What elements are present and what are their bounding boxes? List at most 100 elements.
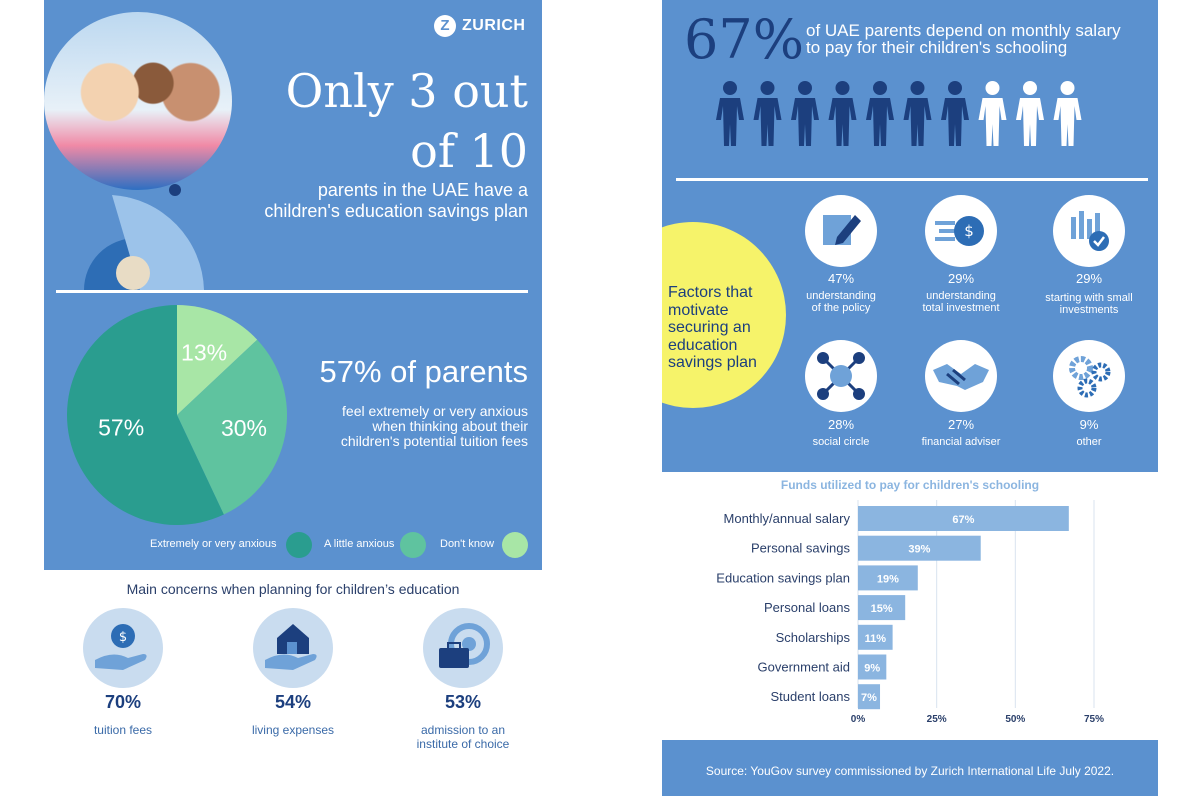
concern-icon-tuition-bg: $ [83, 608, 163, 688]
factor-icon-adviser-bg [925, 340, 997, 412]
bar-value-label-2: 19% [877, 573, 899, 585]
bar-4 [858, 624, 893, 650]
pencil-note-icon [823, 215, 861, 245]
bar-value-label-0: 67% [952, 514, 974, 526]
hand-house-icon [265, 624, 317, 670]
factor-line1-policy: understanding [806, 290, 876, 302]
bar-value-label-5: 9% [864, 663, 880, 675]
legend-swatch-dontknow [502, 532, 528, 558]
stat-line1: of UAE parents depend on monthly salary [806, 21, 1121, 40]
factor-icon-investment-bg: $ [925, 195, 997, 267]
handshake-icon [933, 364, 989, 390]
bar-category-label-0: Monthly/annual salary [724, 511, 851, 526]
children-photo [44, 12, 232, 190]
funds-chart-title: Funds utilized to pay for children's sch… [780, 478, 1040, 492]
bar-3 [858, 595, 906, 621]
factors-title-line2: motivate [668, 301, 729, 319]
factor-line2-policy: of the policy [811, 302, 871, 314]
factor-pct-adviser: 27% [947, 417, 975, 432]
bar-check-icon [1071, 211, 1109, 251]
network-icon [817, 352, 865, 400]
subhead-line1: parents in the UAE have a [317, 180, 528, 200]
x-tick-label-3: 75% [1084, 714, 1104, 725]
bar-2 [858, 565, 918, 591]
factor-pct-small: 29% [1075, 271, 1103, 286]
zurich-z-icon: Z [434, 15, 456, 37]
gears-icon [1069, 356, 1111, 398]
concern-pct-tuition: 70% [104, 692, 142, 712]
bar-category-label-4: Scholarships [776, 630, 851, 645]
factor-line1-small: starting with small [1045, 292, 1133, 304]
pie-label-0: 57% [98, 414, 144, 440]
pie-legend: Extremely or very anxious A little anxio… [140, 530, 532, 560]
big-percentage: 67% [684, 8, 805, 71]
headline-line2: of 10 [410, 124, 528, 178]
concern-label-living: living expenses [251, 723, 335, 737]
pie-slice-1 [177, 339, 287, 515]
hand-dollar-icon: $ [95, 624, 147, 670]
factor-line2-investment: total investment [922, 302, 1000, 314]
source-text: Source: YouGov survey commissioned by Zu… [705, 764, 1115, 778]
source-footer [662, 740, 1158, 796]
anxiety-desc-line1: feel extremely or very anxious [342, 403, 528, 419]
bar-1 [858, 535, 981, 561]
decorative-shapes [84, 184, 204, 290]
legend-swatch-anxious [286, 532, 312, 558]
concern-label-admission-line1: admission to an [420, 723, 506, 737]
concern-icon-living-bg [253, 608, 333, 688]
anxiety-desc-line2: when thinking about their [372, 418, 528, 434]
person-figure-1 [753, 81, 782, 146]
person-figure-2 [791, 81, 819, 146]
bar-category-label-5: Government aid [758, 660, 851, 675]
concern-label-admission-line2: institute of choice [416, 737, 510, 751]
legend-label-little: A little anxious [324, 538, 395, 550]
factor-line1-social: social circle [812, 436, 870, 448]
concerns-title: Main concerns when planning for children… [126, 581, 460, 597]
svg-text:$: $ [119, 630, 127, 645]
bar-value-label-3: 15% [871, 603, 893, 615]
person-figure-7 [978, 81, 1007, 146]
factor-icon-policy-bg [805, 195, 877, 267]
factor-icon-other-bg [1053, 340, 1125, 412]
bar-value-label-4: 11% [865, 633, 887, 645]
bar-category-label-2: Education savings plan [716, 570, 850, 585]
pie-label-1: 30% [221, 415, 267, 441]
factor-pct-investment: 29% [947, 271, 975, 286]
x-tick-label-2: 50% [1005, 714, 1025, 725]
pie-slice-2 [177, 305, 258, 415]
headline-line1: Only 3 out [285, 64, 528, 118]
factors-title-line4: education [668, 336, 738, 354]
x-tick-label-1: 25% [927, 714, 947, 725]
bar-category-label-6: Student loans [770, 689, 850, 704]
pie-slice-0 [67, 305, 224, 525]
factors-title-line3: securing an [668, 319, 751, 336]
factor-line1-other: other [1076, 436, 1102, 448]
decor-navy-dot [169, 184, 181, 196]
factor-pct-other: 9% [1079, 417, 1099, 432]
pie-label-2: 13% [181, 339, 227, 365]
bar-value-label-1: 39% [908, 544, 930, 556]
funds-bar-chart: 0% 25% 50% 75% Monthly/annual salary 67% Perso… [716, 500, 1104, 725]
person-figure-6 [941, 81, 969, 146]
person-figure-8 [1016, 81, 1044, 146]
decor-beige-circle [116, 256, 150, 290]
person-figure-0 [716, 81, 744, 146]
stat-line2: to pay for their children's schooling [806, 38, 1068, 57]
anxiety-desc-line3: children's potential tuition fees [340, 433, 528, 449]
person-figure-5 [903, 81, 932, 146]
factor-line2-small: investments [1059, 304, 1119, 316]
dollar-coin-icon: $ [935, 216, 984, 246]
bar-category-label-3: Personal loans [764, 600, 850, 615]
factors-title-line5: savings plan [668, 354, 757, 371]
anxiety-pie-chart: 13% 30% 57% [67, 305, 287, 525]
anxiety-title: 57% of parents [319, 354, 528, 389]
person-figure-4 [866, 81, 894, 146]
people-pictogram [716, 81, 1082, 146]
legend-label-anxious: Extremely or very anxious [150, 538, 277, 550]
subhead-line2: children's education savings plan [264, 201, 528, 221]
factor-line1-adviser: financial adviser [921, 436, 1001, 448]
bar-category-label-1: Personal savings [751, 541, 850, 556]
x-tick-label-0: 0% [851, 714, 866, 725]
concern-label-tuition: tuition fees [93, 723, 153, 737]
concern-pct-admission: 53% [444, 692, 482, 712]
